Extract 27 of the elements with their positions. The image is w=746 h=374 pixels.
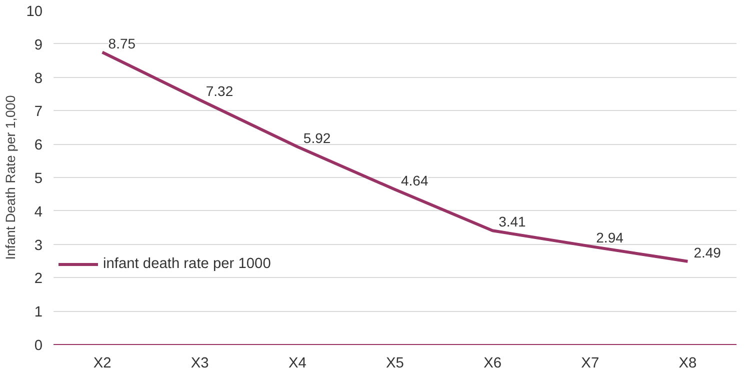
- y-tick-label: 8: [34, 70, 43, 87]
- x-tick-label: X6: [484, 356, 502, 372]
- y-tick-label: 3: [34, 238, 43, 254]
- y-tick-label: 10: [26, 4, 43, 20]
- x-tick-label: X7: [581, 356, 600, 372]
- y-tick-label: 1: [34, 304, 43, 321]
- data-label: 3.41: [498, 214, 526, 230]
- y-tick-label: 0: [34, 338, 43, 354]
- x-tick-label: X3: [190, 356, 209, 372]
- data-label: 4.64: [401, 172, 428, 189]
- data-label: 5.92: [303, 130, 331, 146]
- legend-label: infant death rate per 1000: [103, 256, 271, 272]
- y-tick-label: 2: [34, 271, 43, 288]
- x-tick-label: X5: [386, 356, 404, 372]
- data-label: 2.94: [596, 229, 624, 246]
- y-tick-label: 5: [34, 171, 43, 187]
- y-tick-label: 9: [34, 37, 43, 54]
- data-label: 7.32: [206, 83, 234, 100]
- y-tick-label: 7: [34, 104, 43, 120]
- x-tick-label: X8: [678, 356, 697, 372]
- y-tick-label: 6: [34, 138, 43, 154]
- x-tick-label: X2: [93, 356, 112, 372]
- y-tick-label: 4: [34, 204, 43, 220]
- x-tick-label: X4: [288, 356, 306, 372]
- y-axis-title: Infant Death Rate per 1,000: [3, 95, 18, 260]
- data-label: 8.75: [108, 35, 136, 52]
- data-label: 2.49: [694, 244, 722, 260]
